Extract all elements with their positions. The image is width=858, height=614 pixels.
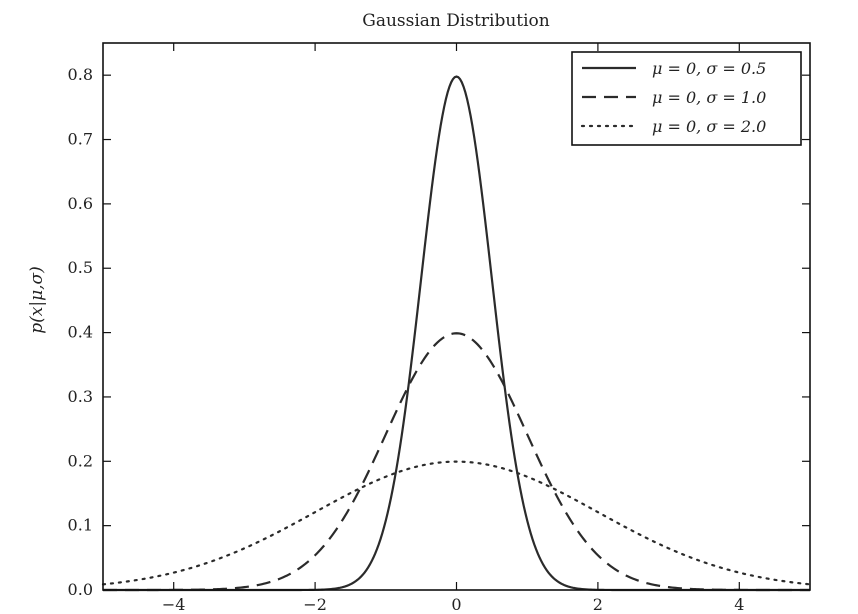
tick-labels: −4 −2 0 2 4 0.0 0.1 0.2 0.3 0.4 0.5 0.6 0.7 0.8	[68, 65, 745, 614]
y-tick-label: 0.2	[68, 451, 93, 470]
y-tick-label: 0.8	[68, 65, 93, 84]
x-tick-label: 2	[593, 595, 603, 614]
y-tick-label: 0.1	[68, 516, 93, 535]
axis-ticks	[103, 43, 810, 591]
x-tick-label: 0	[451, 595, 461, 614]
y-tick-label: 0.5	[68, 258, 93, 277]
chart-title: Gaussian Distribution	[362, 11, 550, 31]
legend-label-1: μ = 0, σ = 0.5	[652, 59, 766, 78]
y-axis-label: p(x|μ,σ)	[27, 266, 47, 334]
x-tick-label: 4	[734, 595, 744, 614]
legend-items: μ = 0, σ = 0.5 μ = 0, σ = 1.0 μ = 0, σ = 2…	[580, 59, 766, 136]
y-tick-label: 0.7	[68, 130, 93, 149]
legend-label-2: μ = 0, σ = 1.0	[652, 88, 766, 107]
y-tick-label: 0.4	[68, 323, 93, 342]
series-line-2	[103, 332, 810, 592]
x-tick-label: −4	[162, 595, 186, 614]
plot-area: −4 −2 0 2 4 0.0 0.1 0.2 0.3 0.4 0.5 0.6 0.7 0.8	[68, 42, 812, 614]
y-tick-label: 0.6	[68, 194, 93, 213]
x-tick-label: −2	[303, 595, 327, 614]
series-line-3	[101, 460, 812, 586]
series-layer	[101, 75, 812, 592]
legend-label-3: μ = 0, σ = 2.0	[652, 117, 766, 136]
y-tick-label: 0.3	[68, 387, 93, 406]
y-tick-label: 0.0	[68, 580, 93, 599]
legend: μ = 0, σ = 0.5 μ = 0, σ = 1.0 μ = 0, σ = 2…	[571, 51, 802, 146]
